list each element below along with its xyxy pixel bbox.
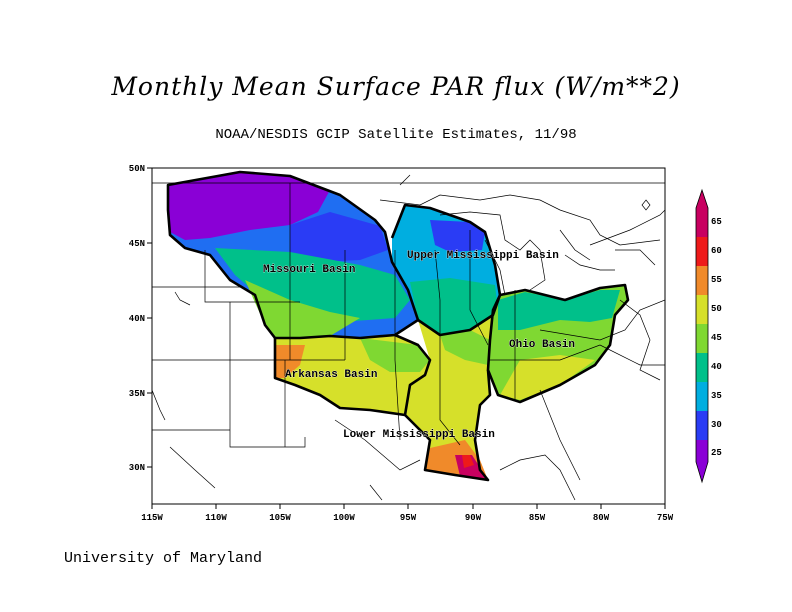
basin-label-upper-mississippi: Upper Mississippi Basin xyxy=(407,250,559,262)
colorbar-label: 60 xyxy=(711,246,722,256)
colorbar-swatch xyxy=(696,237,708,266)
colorbar-bottom-arrow xyxy=(696,462,708,482)
state-boundaries xyxy=(152,174,665,501)
axis-ticks xyxy=(147,167,666,509)
colorbar-swatch xyxy=(696,208,708,237)
colorbar-top-arrow xyxy=(696,190,708,208)
lat-labels: 30N 35N 40N 45N 50N xyxy=(129,164,145,473)
lat-label: 30N xyxy=(129,463,145,473)
footer-credit: University of Maryland xyxy=(64,550,263,567)
colorbar-label: 35 xyxy=(711,391,722,401)
lon-label: 100W xyxy=(333,513,355,523)
lat-label: 50N xyxy=(129,164,145,174)
colorbar-swatch xyxy=(696,353,708,382)
colorbar-swatch xyxy=(696,295,708,324)
colorbar-label: 55 xyxy=(711,275,722,285)
par-field xyxy=(168,172,628,480)
basin-label-arkansas: Arkansas Basin xyxy=(285,369,377,381)
ohio-outline xyxy=(486,283,630,404)
colorbar-label: 40 xyxy=(711,362,722,372)
lat-label: 45N xyxy=(129,239,145,249)
lon-label: 80W xyxy=(593,513,610,523)
colorbar-swatch xyxy=(696,411,708,440)
lon-label: 110W xyxy=(205,513,227,523)
colorbar-label: 45 xyxy=(711,333,722,343)
upper-miss-outline xyxy=(390,203,502,337)
basin-label-lower-mississippi: Lower Mississippi Basin xyxy=(343,429,495,441)
basin-outlines xyxy=(166,170,630,482)
colorbar-swatch xyxy=(696,266,708,295)
lon-label: 105W xyxy=(269,513,291,523)
arkansas-outline xyxy=(273,333,432,417)
lon-label: 95W xyxy=(400,513,417,523)
basin-label-missouri: Missouri Basin xyxy=(263,264,355,276)
lon-labels: 115W 110W 105W 100W 95W 90W 85W 80W 75W xyxy=(141,513,674,523)
colorbar-label: 65 xyxy=(711,217,722,227)
lon-label: 90W xyxy=(465,513,482,523)
colorbar-label: 30 xyxy=(711,420,722,430)
colorbar-swatch xyxy=(696,382,708,411)
colorbar-swatch xyxy=(696,324,708,353)
missouri-outline xyxy=(166,170,420,340)
colorbar-label: 50 xyxy=(711,304,722,314)
lon-label: 115W xyxy=(141,513,163,523)
colorbar-label: 25 xyxy=(711,448,722,458)
lon-label: 85W xyxy=(529,513,546,523)
lat-label: 40N xyxy=(129,314,145,324)
lat-label: 35N xyxy=(129,389,145,399)
colorbar-swatch xyxy=(696,440,708,462)
basin-labels: Missouri Basin Upper Mississippi Basin O… xyxy=(263,250,576,442)
lon-label: 75W xyxy=(657,513,674,523)
map-title: Monthly Mean Surface PAR flux (W/m**2) xyxy=(111,72,681,101)
colorbar: 65 60 55 50 45 40 35 30 25 xyxy=(695,188,722,484)
basin-label-ohio: Ohio Basin xyxy=(509,339,575,351)
map-subtitle: NOAA/NESDIS GCIP Satellite Estimates, 11… xyxy=(215,127,577,143)
lower-miss-outline xyxy=(404,369,492,482)
